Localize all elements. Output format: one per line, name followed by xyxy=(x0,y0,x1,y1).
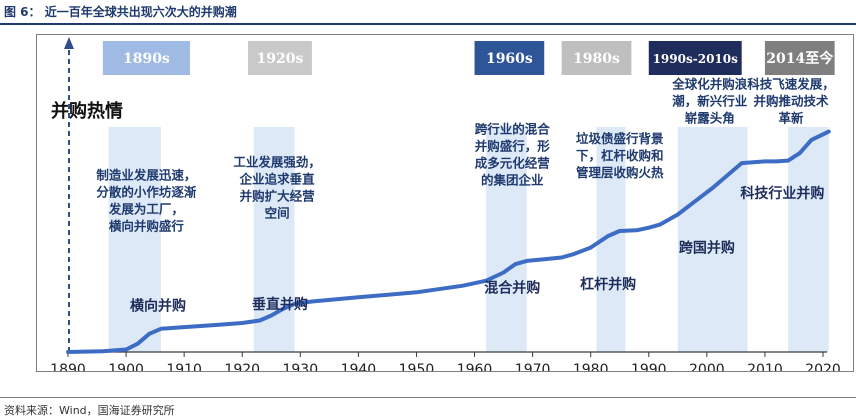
x-tick-label-0: 1890 xyxy=(50,362,86,371)
era-box-3 xyxy=(561,41,632,75)
era-box-2 xyxy=(474,41,545,75)
annotation-0-line-3: 横向并购盛行 xyxy=(109,219,185,234)
shaded-periods xyxy=(108,127,829,352)
annotation-0-line-0: 制造业发展迅速， xyxy=(96,168,196,183)
y-axis-arrow xyxy=(64,37,74,49)
annotation-3-line-0: 垃圾债盛行背景 xyxy=(576,131,664,146)
chart: 1890s 1920s 1960s 1980s 1990s-2010s 2014至今 并购… xyxy=(50,37,841,371)
x-tick-label-9: 1980 xyxy=(573,362,609,371)
era-box-label-3: 1980s xyxy=(573,51,620,67)
x-tick-label-12: 2010 xyxy=(747,362,783,371)
wave-label-0: 横向并购 xyxy=(130,298,186,315)
title-rule xyxy=(0,23,856,25)
annotation-0-line-1: 分散的小作坊逐渐 xyxy=(96,185,197,200)
wave-labels: 横向并购 垂直并购 混合并购 杠杆并购 跨国并购 科技行业并购 xyxy=(130,185,824,315)
bottom-rule xyxy=(0,397,856,398)
annotation-0-line-2: 发展为工厂， xyxy=(108,202,184,217)
y-axis-label: 并购热情 xyxy=(51,100,123,122)
x-tick-label-13: 2020 xyxy=(805,362,841,371)
annotation-1-line-1: 企业追求垂直 xyxy=(239,171,316,186)
annotation-3-line-1: 下，杠杆收购和 xyxy=(576,148,664,163)
x-tick-label-8: 1970 xyxy=(515,362,551,371)
wave-label-5: 科技行业并购 xyxy=(740,185,824,202)
annotation-1-line-2: 并购扩大经营 xyxy=(240,188,316,203)
annotation-4-line-0: 全球化并购浪 xyxy=(671,77,748,92)
wave-label-1: 垂直并购 xyxy=(252,296,308,313)
annotation-1-line-3: 空间 xyxy=(265,205,290,220)
annotation-5-line-2: 革新 xyxy=(779,111,805,126)
era-box-4 xyxy=(648,41,742,75)
series-line xyxy=(66,129,831,354)
annotation-1-line-0: 工业发展强劲， xyxy=(233,154,321,169)
wave-label-4: 跨国并购 xyxy=(679,240,735,257)
era-box-label-2: 1960s xyxy=(486,51,533,67)
figure-title: 图 6： 近一百年全球共出现六次大的并购潮 xyxy=(4,5,237,19)
annotation-2-line-1: 并购盛行，形 xyxy=(475,138,551,153)
x-tick-label-7: 1960 xyxy=(457,362,493,371)
x-tick-label-5: 1940 xyxy=(341,362,377,371)
era-box-0 xyxy=(102,41,190,75)
wave-label-3: 杠杆并购 xyxy=(580,276,636,293)
annotation-5-line-1: 并购推动技术 xyxy=(754,94,830,109)
shaded-period-0 xyxy=(108,127,161,352)
x-tick-label-6: 1950 xyxy=(399,362,435,371)
wave-label-2: 混合并购 xyxy=(484,279,540,296)
chart-frame: 1890s 1920s 1960s 1980s 1990s-2010s 2014至今 并购… xyxy=(36,34,854,372)
x-ticks: 1890 1900 1910 1920 1930 1940 1950 1960 1970 1980… xyxy=(50,352,841,371)
era-box-label-0: 1890s xyxy=(123,51,170,67)
era-box-label-5: 2014至今 xyxy=(766,50,833,67)
era-box-label-1: 1920s xyxy=(257,51,304,67)
annotation-2-line-0: 跨行业的混合 xyxy=(475,121,551,136)
era-box-1 xyxy=(248,41,312,75)
x-tick-label-1: 1900 xyxy=(108,362,144,371)
x-tick-label-4: 1930 xyxy=(282,362,318,371)
annotation-2-line-3: 的集团企业 xyxy=(481,172,544,187)
annotation-4-line-1: 潮，新兴行业 xyxy=(672,94,748,109)
annotation-4-line-2: 崭露头角 xyxy=(685,111,735,126)
shaded-period-4 xyxy=(677,127,748,352)
x-tick-label-3: 1920 xyxy=(224,362,260,371)
x-tick-label-2: 1910 xyxy=(166,362,202,371)
era-box-label-4: 1990s-2010s xyxy=(653,52,739,66)
era-boxes: 1890s 1920s 1960s 1980s 1990s-2010s 2014至今 xyxy=(102,41,835,75)
era-box-5 xyxy=(764,41,835,75)
annotation-2-line-2: 成多元化经营 xyxy=(475,155,551,170)
shaded-period-5 xyxy=(788,127,829,352)
annotation-5-line-0: 科技飞速发展， xyxy=(747,77,835,92)
source-note: 资料来源：Wind，国海证券研究所 xyxy=(4,404,175,417)
shaded-period-2 xyxy=(486,127,527,352)
x-tick-label-11: 2000 xyxy=(689,362,725,371)
annotation-3-line-2: 管理层收购火热 xyxy=(576,165,664,180)
x-tick-label-10: 1990 xyxy=(631,362,667,371)
